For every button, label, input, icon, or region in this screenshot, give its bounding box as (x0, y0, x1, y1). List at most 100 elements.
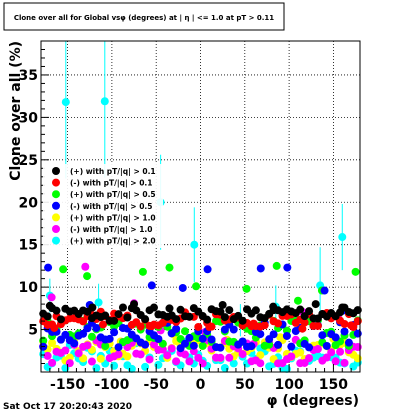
data-point (114, 350, 123, 359)
data-point (180, 339, 189, 348)
data-point (229, 359, 238, 368)
data-point (256, 264, 265, 273)
data-point (61, 98, 70, 107)
data-point (145, 355, 154, 364)
data-point (185, 333, 194, 342)
data-point (154, 360, 163, 369)
data-point (205, 323, 214, 332)
data-point (172, 324, 181, 333)
data-point (344, 338, 353, 347)
data-point (194, 322, 203, 331)
chart-title: Clone over all for Global vsφ (degrees) … (14, 14, 274, 23)
x-tick-label: 50 (235, 377, 255, 393)
data-point (110, 361, 119, 370)
data-point (296, 348, 305, 357)
data-point (100, 97, 109, 106)
data-point (92, 364, 101, 373)
data-point (331, 333, 340, 342)
data-point (44, 263, 53, 272)
data-point (336, 347, 345, 356)
data-point (190, 240, 199, 249)
data-point (45, 301, 54, 310)
data-point (353, 306, 362, 315)
data-point (216, 353, 225, 362)
data-point (322, 341, 331, 350)
data-point (136, 350, 145, 359)
data-point (322, 353, 331, 362)
legend-entry: (-) with pT/|q| > 0.5 (70, 202, 152, 212)
data-point (154, 334, 163, 343)
data-point (269, 330, 278, 339)
data-point (149, 303, 158, 312)
data-point (300, 318, 309, 327)
data-point (229, 325, 238, 334)
data-point (311, 300, 320, 309)
data-point (130, 300, 139, 309)
data-point (353, 343, 362, 352)
data-point (180, 350, 189, 359)
data-point (87, 332, 96, 341)
x-tick-label: -50 (144, 377, 170, 393)
data-point (353, 317, 362, 326)
data-point (274, 319, 283, 328)
x-axis-title: φ (degrees) (267, 393, 359, 409)
data-point (296, 305, 305, 314)
data-point (198, 359, 207, 368)
data-point (220, 313, 229, 322)
y-tick-label: 25 (19, 153, 38, 169)
legend-marker (52, 190, 60, 199)
data-point (101, 342, 110, 351)
data-point (305, 354, 314, 363)
data-point (172, 357, 181, 366)
data-point (282, 331, 291, 340)
legend-entry: (+) with pT/|q| > 0.1 (70, 167, 156, 177)
data-point (163, 351, 172, 360)
data-point (247, 342, 256, 351)
legend-entry: (+) with pT/|q| > 0.5 (70, 190, 156, 200)
data-point (207, 335, 216, 344)
y-axis-title: Clone over all (%) (8, 41, 24, 181)
data-point (313, 344, 322, 353)
data-point (265, 340, 274, 349)
legend-marker (52, 236, 60, 245)
y-tick-label: 15 (19, 238, 38, 254)
data-point (61, 346, 70, 355)
data-point (220, 364, 229, 373)
x-tick-label: 150 (319, 377, 348, 393)
data-point (172, 315, 181, 324)
data-point (136, 322, 145, 331)
data-point (238, 316, 247, 325)
y-tick-label: 20 (19, 195, 39, 211)
data-point (347, 321, 356, 330)
data-point (338, 233, 347, 242)
data-point (318, 331, 327, 340)
data-point (83, 341, 92, 350)
data-point (298, 324, 307, 333)
data-point (83, 272, 92, 281)
data-point (141, 340, 150, 349)
data-point (50, 323, 59, 332)
data-point (52, 306, 61, 315)
data-point (283, 263, 292, 272)
data-point (353, 329, 362, 338)
data-point (249, 319, 258, 328)
data-point (256, 351, 265, 360)
data-point (276, 333, 285, 342)
data-point (351, 267, 360, 276)
data-point (114, 310, 123, 319)
data-point (110, 316, 119, 325)
legend-entry: (+) with pT/|q| > 2.0 (70, 237, 156, 247)
series-1 (39, 300, 362, 325)
data-point (198, 334, 207, 343)
data-point (340, 319, 349, 328)
data-point (313, 321, 322, 330)
legend-marker (52, 213, 60, 222)
data-point (327, 348, 336, 357)
data-point (88, 303, 97, 312)
data-point (225, 353, 234, 362)
data-point (165, 263, 174, 272)
data-point (43, 312, 52, 321)
data-point (147, 322, 156, 331)
data-point (99, 320, 108, 329)
